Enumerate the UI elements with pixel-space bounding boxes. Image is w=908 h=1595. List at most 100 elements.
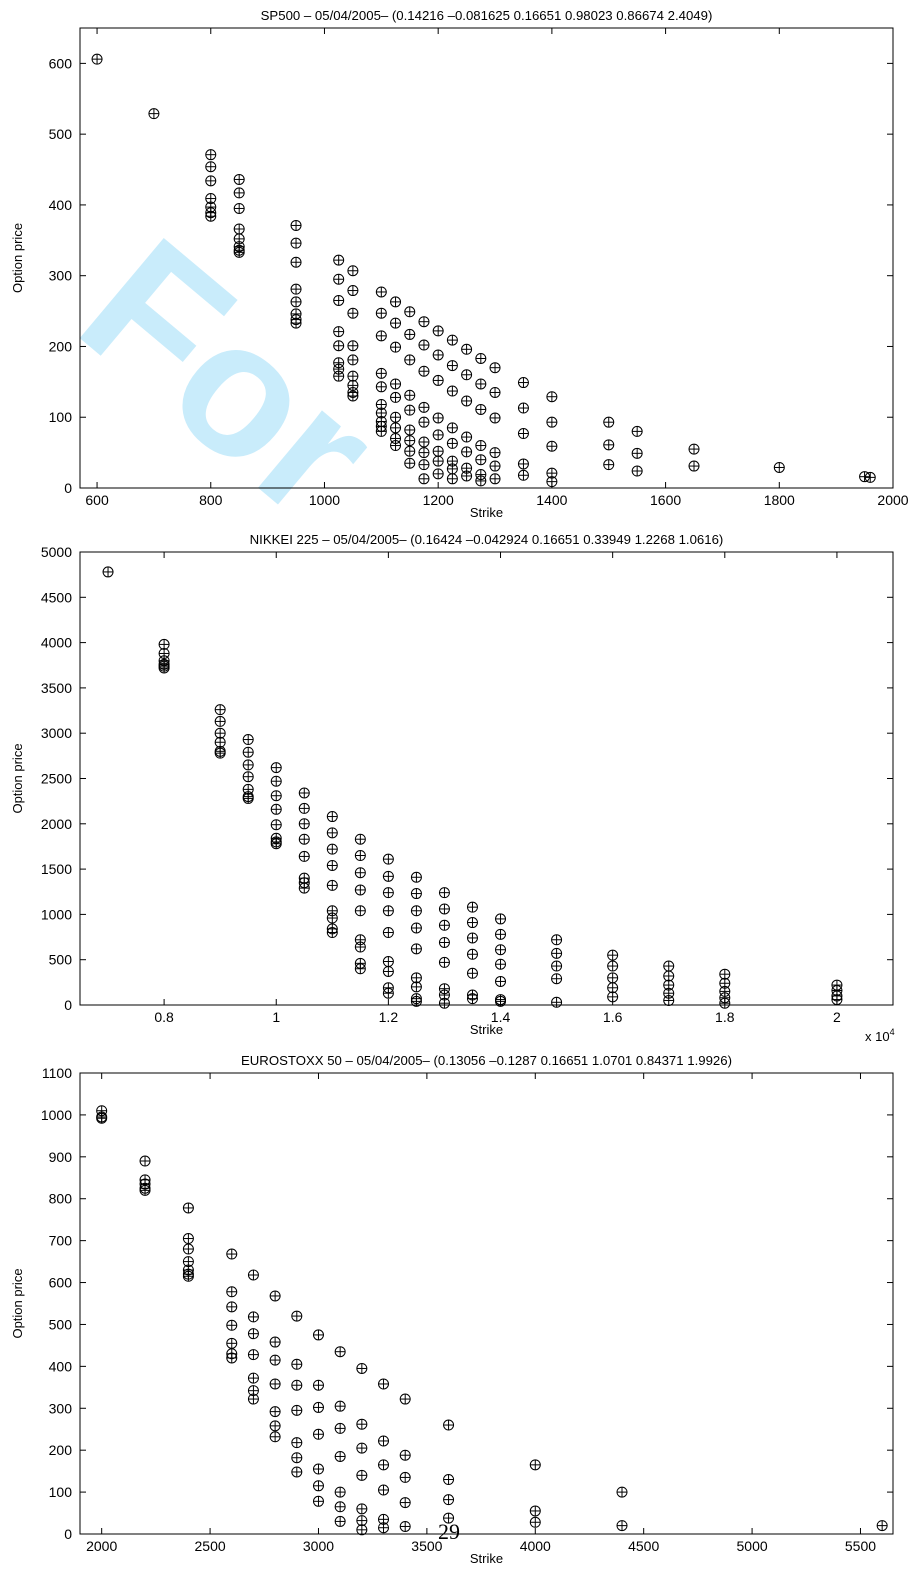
data-point [233,187,245,199]
y-tick-label: 0 [64,480,72,496]
data-point [354,963,366,975]
y-tick-label: 3000 [41,725,72,741]
x-tick-label: 0.8 [154,1009,174,1025]
data-point [326,811,338,823]
data-point [438,887,450,899]
data-point [242,771,254,783]
data-point [326,859,338,871]
data-point [461,470,473,482]
data-point [91,53,103,65]
y-tick-label: 100 [49,1484,73,1500]
x-tick-label: 1600 [650,492,681,508]
y-tick-label: 200 [49,338,73,354]
data-point [443,1474,455,1486]
x-exponent-power: 4 [890,1027,895,1037]
data-point [214,747,226,759]
data-point [347,370,359,382]
data-point [461,446,473,458]
data-point [773,461,785,473]
data-point [489,412,501,424]
data-point [378,1522,390,1534]
data-point [312,1480,324,1492]
data-point [418,447,430,459]
x-tick-label: 2000 [877,492,908,508]
x-axis-label: Strike [470,505,503,520]
data-point [466,917,478,929]
data-point [446,422,458,434]
data-point [356,1418,368,1430]
data-point [270,775,282,787]
data-point [354,941,366,953]
data-point [404,424,416,436]
data-point [410,981,422,993]
data-point [418,316,430,328]
data-point [390,422,402,434]
data-point [233,246,245,258]
data-point [399,1471,411,1483]
data-point [432,468,444,480]
y-tick-label: 800 [49,1191,73,1207]
data-point [290,219,302,231]
data-point [312,1428,324,1440]
x-tick-label: 5500 [845,1538,876,1554]
data-point [616,1520,628,1532]
data-point [446,385,458,397]
data-point [326,843,338,855]
data-point [631,447,643,459]
data-point [298,818,310,830]
data-point [607,991,619,1003]
nikkei-chart: NIKKEI 225 – 05/04/2005– (0.16424 –0.042… [10,532,895,1044]
plot-frame [79,551,894,1006]
data-point [529,1459,541,1471]
data-point [390,341,402,353]
x-tick-label: 2500 [195,1538,226,1554]
data-point [334,1400,346,1412]
x-tick-label: 1.4 [491,1009,511,1025]
data-point [551,947,563,959]
data-point [461,431,473,443]
data-point [356,1503,368,1515]
data-point [290,256,302,268]
y-tick-label: 2000 [41,816,72,832]
data-point [290,317,302,329]
data-point [269,1378,281,1390]
x-axis-label: Strike [470,1022,503,1037]
data-point [139,1155,151,1167]
y-tick-label: 500 [49,126,73,142]
data-point [269,1431,281,1443]
data-point [242,734,254,746]
y-tick-label: 600 [49,1275,73,1291]
data-point [356,1524,368,1536]
data-point [404,389,416,401]
data-point [475,378,487,390]
data-point [418,436,430,448]
data-point [291,1452,303,1464]
data-point [356,1362,368,1374]
data-point [410,905,422,917]
data-point [298,850,310,862]
data-point [404,306,416,318]
data-point [205,149,217,161]
y-axis-label: Option price [10,743,25,813]
x-tick-label: 4500 [628,1538,659,1554]
data-point [495,944,507,956]
data-point [404,445,416,457]
data-point [270,819,282,831]
data-point [354,884,366,896]
y-tick-label: 1000 [41,1107,72,1123]
data-point [226,1352,238,1364]
data-point [517,377,529,389]
data-point [603,439,615,451]
x-tick-label: 2000 [86,1538,117,1554]
data-point [390,296,402,308]
data-point [607,949,619,961]
data-point [270,762,282,774]
data-point [347,340,359,352]
data-point [418,401,430,413]
y-tick-label: 1000 [41,906,72,922]
data-point [551,934,563,946]
data-point [312,1329,324,1341]
data-point [399,1393,411,1405]
chart-title: SP500 – 05/04/2005– (0.14216 –0.081625 0… [261,8,713,23]
data-point [226,1337,238,1349]
